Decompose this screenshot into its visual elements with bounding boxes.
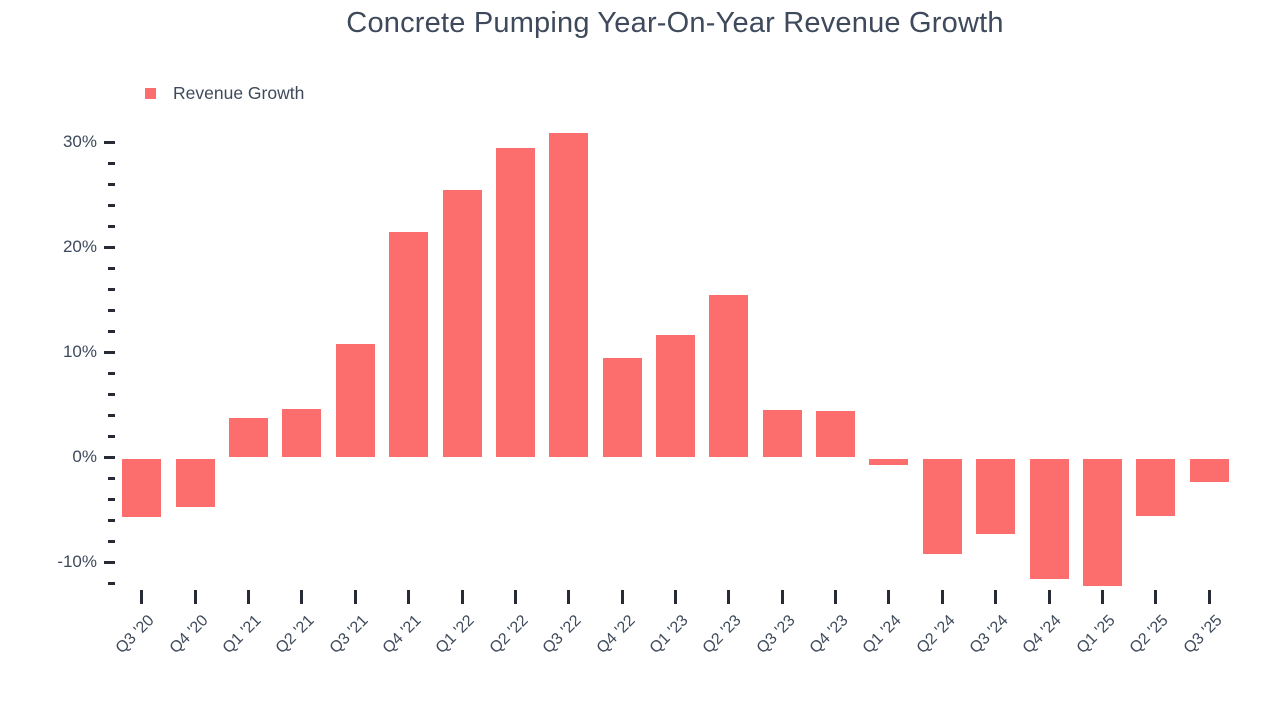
y-axis-major-tick [104,246,115,249]
x-axis-category-label: Q3 '21 [326,612,372,658]
y-axis-tick-label: -10% [57,552,97,571]
x-axis-category-label: Q2 '24 [913,612,959,658]
x-axis-category-label: Q3 '25 [1180,612,1226,658]
x-axis-category-label: Q1 '24 [860,612,906,658]
x-axis-tick [1100,590,1104,604]
x-axis-tick [567,590,571,604]
bar-q323 [762,409,802,457]
x-axis-tick [193,590,197,604]
y-axis-minor-tick [108,267,115,270]
bar-q420 [175,459,215,508]
legend-label-revenue-growth: Revenue Growth [173,82,305,103]
bar-q123 [656,335,695,457]
bar-q121 [229,418,269,457]
y-axis-minor-tick [108,288,115,291]
y-axis-minor-tick [108,330,115,333]
y-axis-minor-tick [108,393,115,396]
y-axis-tick-label: 0% [72,447,97,466]
x-axis-tick [460,590,464,604]
bar-q322 [549,132,589,457]
legend: Revenue Growth [145,82,305,103]
x-axis-category-label: Q3 '22 [539,612,585,658]
legend-swatch-revenue-growth [145,87,156,99]
bar-q222 [495,148,535,457]
x-axis-tick [353,590,357,604]
x-axis-category-label: Q1 '21 [219,612,265,658]
x-axis-tick [727,590,731,604]
y-axis-minor-tick [108,414,115,417]
y-axis-tick-label: 30% [62,132,97,151]
x-axis-tick [247,590,251,604]
y-axis-minor-tick [108,498,115,501]
x-axis-category-label: Q4 '22 [593,612,639,658]
bar-q122 [442,190,482,457]
y-axis-minor-tick [108,225,115,228]
x-axis-tick [513,590,517,604]
x-axis-tick [407,590,411,604]
y-axis-major-tick [104,456,115,459]
bar-q424 [1029,459,1069,579]
x-axis-category-label: Q3 '24 [966,612,1012,658]
bar-q224 [922,459,962,554]
y-axis-minor-tick [108,582,115,585]
bar-q221 [282,408,322,457]
x-axis-tick [1154,590,1158,604]
x-axis-category-label: Q2 '21 [272,612,318,658]
y-axis-minor-tick [108,309,115,312]
bar-q124 [869,459,909,466]
x-axis-tick [887,590,891,604]
bar-q320 [122,459,162,517]
x-axis-category-label: Q2 '25 [1126,612,1172,658]
x-axis-category-label: Q1 '22 [433,612,479,658]
x-axis-tick [780,590,784,604]
bar-q321 [335,343,375,457]
x-axis-tick [620,590,624,604]
y-axis-minor-tick [108,183,115,186]
x-axis-category-label: Q4 '21 [379,612,425,658]
y-axis-major-tick [104,141,115,144]
bar-q325 [1189,459,1229,483]
y-axis-minor-tick [108,540,115,543]
x-axis-tick [994,590,998,604]
bar-q125 [1082,459,1122,587]
bar-q225 [1136,459,1176,516]
x-axis-tick [1207,590,1211,604]
bar-q223 [709,295,749,457]
bar-q324 [976,459,1016,534]
bar-q423 [816,410,856,457]
y-axis-minor-tick [108,519,115,522]
x-axis-category-label: Q3 '20 [112,612,158,658]
y-axis-minor-tick [108,162,115,165]
x-axis-tick [834,590,838,604]
x-axis-category-label: Q1 '23 [646,612,692,658]
x-axis-tick [300,590,304,604]
y-axis-major-tick [104,561,115,564]
y-axis-tick-label: 10% [62,342,97,361]
x-axis-category-label: Q2 '22 [486,612,532,658]
x-axis-tick [140,590,144,604]
x-axis-tick [674,590,677,604]
bar-q422 [602,358,642,457]
y-axis-major-tick [104,351,115,354]
y-axis-minor-tick [108,372,115,375]
x-axis-tick [1047,590,1051,604]
chart-title: Concrete Pumping Year-On-Year Revenue Gr… [346,7,1004,39]
bar-q421 [389,232,429,457]
x-axis-tick [940,590,944,604]
y-axis-minor-tick [108,435,115,438]
x-axis-category-label: Q2 '23 [699,612,745,658]
x-axis-category-label: Q4 '24 [1020,612,1066,658]
y-axis-minor-tick [108,477,115,480]
y-axis-minor-tick [108,204,115,207]
x-axis-category-label: Q1 '25 [1073,612,1119,658]
x-axis-category-label: Q4 '20 [166,612,212,658]
x-axis-category-label: Q4 '23 [806,612,852,658]
y-axis-tick-label: 20% [62,237,97,256]
x-axis-category-label: Q3 '23 [753,612,799,658]
